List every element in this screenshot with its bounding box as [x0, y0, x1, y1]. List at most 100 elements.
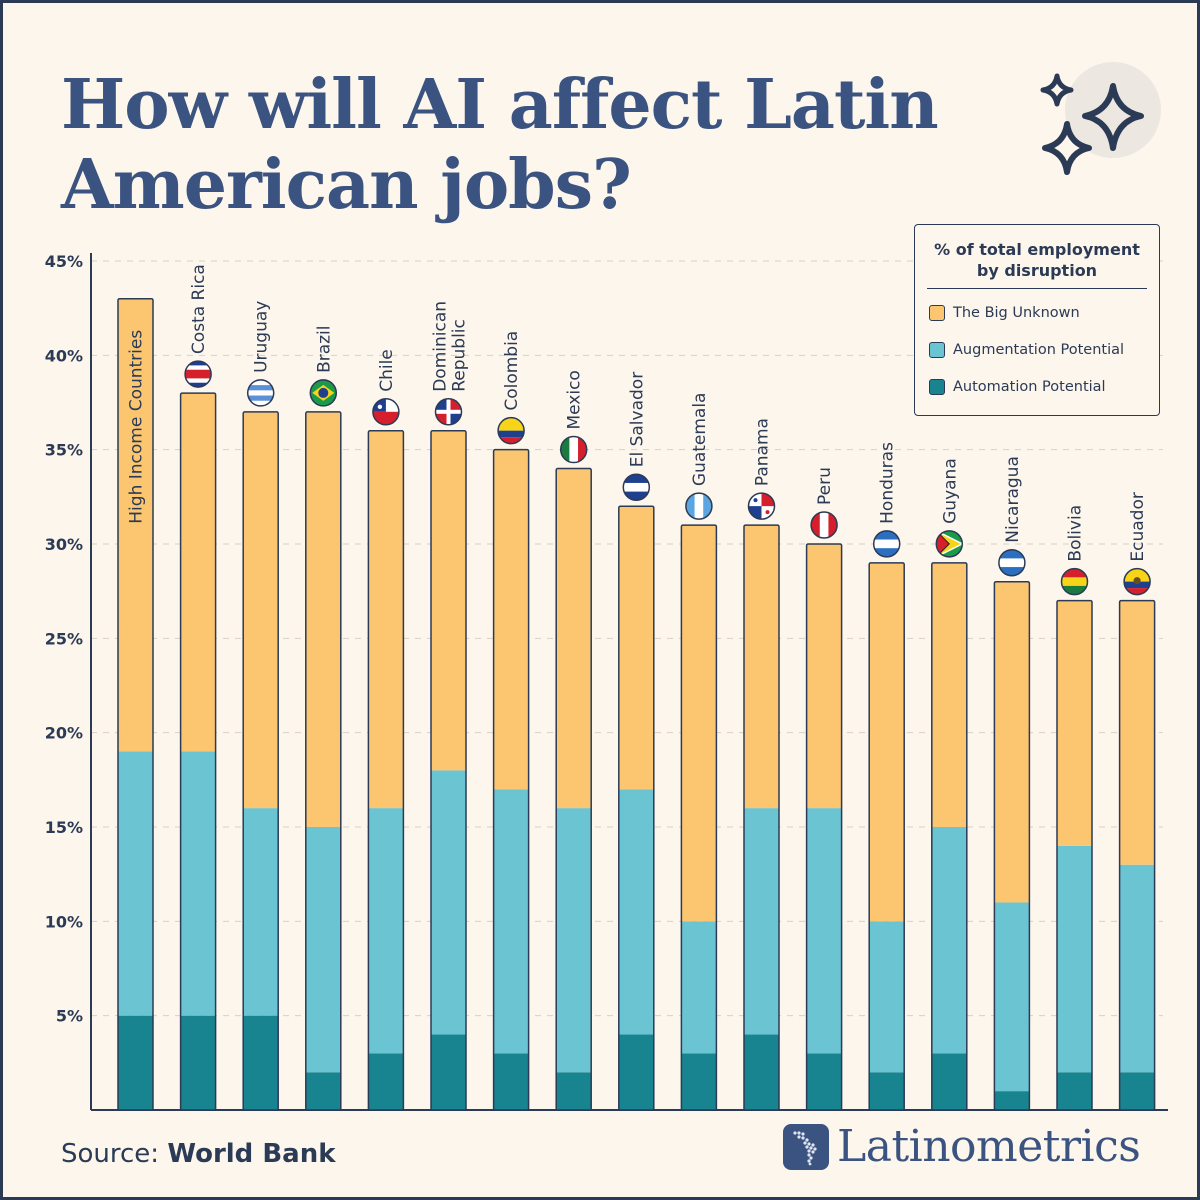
bar-segment-augmentation — [180, 751, 216, 1016]
bar-segment-augmentation — [869, 921, 905, 1073]
category-label: Guyana — [940, 458, 960, 524]
bar-segment-big-unknown — [556, 468, 592, 809]
bar-outline-dominican-republic — [430, 430, 467, 1111]
bar-segment-automation — [305, 1072, 341, 1110]
bar-outline-mexico — [555, 467, 592, 1111]
flag-colombia-icon — [498, 417, 525, 444]
bar-segment-big-unknown — [118, 298, 153, 752]
bar-outline-honduras — [868, 562, 905, 1111]
bar-segment-augmentation — [744, 808, 779, 1035]
legend-swatch-big-unknown — [929, 305, 945, 321]
chart-legend: % of total employment by disruption The … — [914, 224, 1160, 416]
flag-uruguay-icon — [247, 379, 274, 406]
title-line-1: How will AI affect Latin — [61, 65, 939, 145]
bar-segment-augmentation — [368, 808, 404, 1054]
source-note: Source: World Bank — [61, 1139, 336, 1169]
category-label: Costa Rica — [189, 264, 209, 354]
category-label: Peru — [815, 467, 835, 505]
flag-colombia-ring — [497, 416, 525, 445]
bar-segment-big-unknown — [618, 506, 654, 790]
category-label: El Salvador — [627, 372, 647, 467]
stacked-bar-chart: 5% 10% 15% 20% 25% 30% 35% 40% 45% High Income Co… — [45, 252, 1168, 1111]
flag-guatemala-icon — [685, 493, 712, 520]
bar-segment-big-unknown — [431, 430, 466, 771]
bar-segment-augmentation — [681, 921, 717, 1054]
category-label: Bolivia — [1066, 505, 1086, 562]
y-tick-label: 20% — [45, 724, 83, 743]
latin-america-map-icon — [783, 1123, 829, 1170]
flag-costa-rica-ring — [184, 360, 212, 388]
bar-segment-big-unknown — [305, 411, 341, 827]
y-tick-label: 25% — [45, 629, 83, 648]
bar-segment-automation — [368, 1053, 404, 1110]
bar-segment-automation — [243, 1015, 279, 1110]
bar-segment-augmentation — [556, 808, 592, 1073]
bar-segment-augmentation — [931, 827, 967, 1054]
bar-segment-augmentation — [243, 808, 279, 1016]
category-label: Dominican — [431, 301, 451, 392]
bar-segment-automation — [806, 1053, 842, 1110]
flag-peru-ring — [810, 511, 838, 539]
bar-outline-guatemala — [680, 524, 718, 1111]
category-label: Honduras — [878, 442, 898, 524]
flag-honduras-ring — [872, 530, 901, 558]
bar-outline-high-income-countries — [117, 297, 154, 1111]
bar-segment-augmentation — [431, 770, 466, 1035]
bar-segment-big-unknown — [994, 581, 1030, 903]
category-label: High Income Countries — [127, 330, 147, 524]
bar-segment-augmentation — [618, 789, 654, 1035]
bar-outline-costa-rica — [179, 392, 217, 1111]
bar-outline-uruguay — [242, 411, 279, 1111]
flag-ecuador-ring — [1123, 567, 1151, 596]
category-label: Uruguay — [252, 301, 272, 373]
legend-label-augmentation: Augmentation Potential — [953, 342, 1125, 358]
flag-el-salvador-ring — [622, 473, 651, 502]
bar-segment-automation — [180, 1015, 216, 1110]
bar-outline-panama — [743, 524, 780, 1111]
flag-nicaragua-ring — [998, 548, 1026, 577]
flag-brazil-ring — [309, 379, 338, 407]
source-name: World Bank — [167, 1139, 336, 1169]
bar-segment-big-unknown — [744, 525, 779, 809]
bar-segment-big-unknown — [243, 411, 279, 809]
bar-segment-big-unknown — [681, 525, 717, 922]
flag-uruguay-ring — [246, 379, 275, 407]
bar-segment-augmentation — [118, 751, 153, 1016]
bar-segment-automation — [118, 1015, 153, 1110]
bar-segment-automation — [1057, 1072, 1092, 1110]
flag-nicaragua-icon — [998, 549, 1025, 576]
sparkle-icon — [1040, 62, 1161, 175]
bar-segment-automation — [431, 1034, 466, 1110]
brand: Latinometrics — [783, 1121, 1141, 1172]
bar-segment-automation — [556, 1072, 592, 1110]
y-tick-label: 10% — [45, 912, 83, 931]
category-label: Brazil — [314, 325, 334, 372]
category-label: Panama — [753, 418, 773, 486]
flag-guyana-ring — [935, 530, 964, 558]
category-label: Chile — [377, 349, 397, 392]
legend-swatch-automation — [929, 379, 945, 395]
y-tick-label: 5% — [56, 1007, 83, 1026]
legend-item-automation: Automation Potential — [929, 374, 1159, 400]
flag-el-salvador-icon — [623, 474, 650, 501]
bar-segment-automation — [994, 1091, 1030, 1110]
bar-outline-chile — [367, 430, 405, 1111]
y-tick-label: 40% — [45, 346, 83, 365]
flag-bolivia-ring — [1060, 567, 1089, 596]
bar-segment-automation — [618, 1034, 654, 1110]
bar-segment-big-unknown — [493, 449, 529, 790]
bar-segment-automation — [493, 1053, 529, 1110]
bar-segment-big-unknown — [869, 562, 905, 922]
bar-outline-bolivia — [1056, 599, 1093, 1111]
y-tick-label: 35% — [45, 441, 83, 460]
bar-segment-big-unknown — [368, 430, 404, 809]
flag-honduras-icon — [873, 530, 900, 557]
y-tick-label: 45% — [45, 252, 83, 271]
bar-segment-augmentation — [1057, 845, 1092, 1073]
bar-outline-guyana — [931, 562, 968, 1111]
legend-item-big-unknown: The Big Unknown — [929, 300, 1159, 326]
category-label: Colombia — [502, 331, 522, 411]
brand-name: Latinometrics — [837, 1121, 1141, 1172]
flag-panama-ring — [747, 492, 776, 520]
